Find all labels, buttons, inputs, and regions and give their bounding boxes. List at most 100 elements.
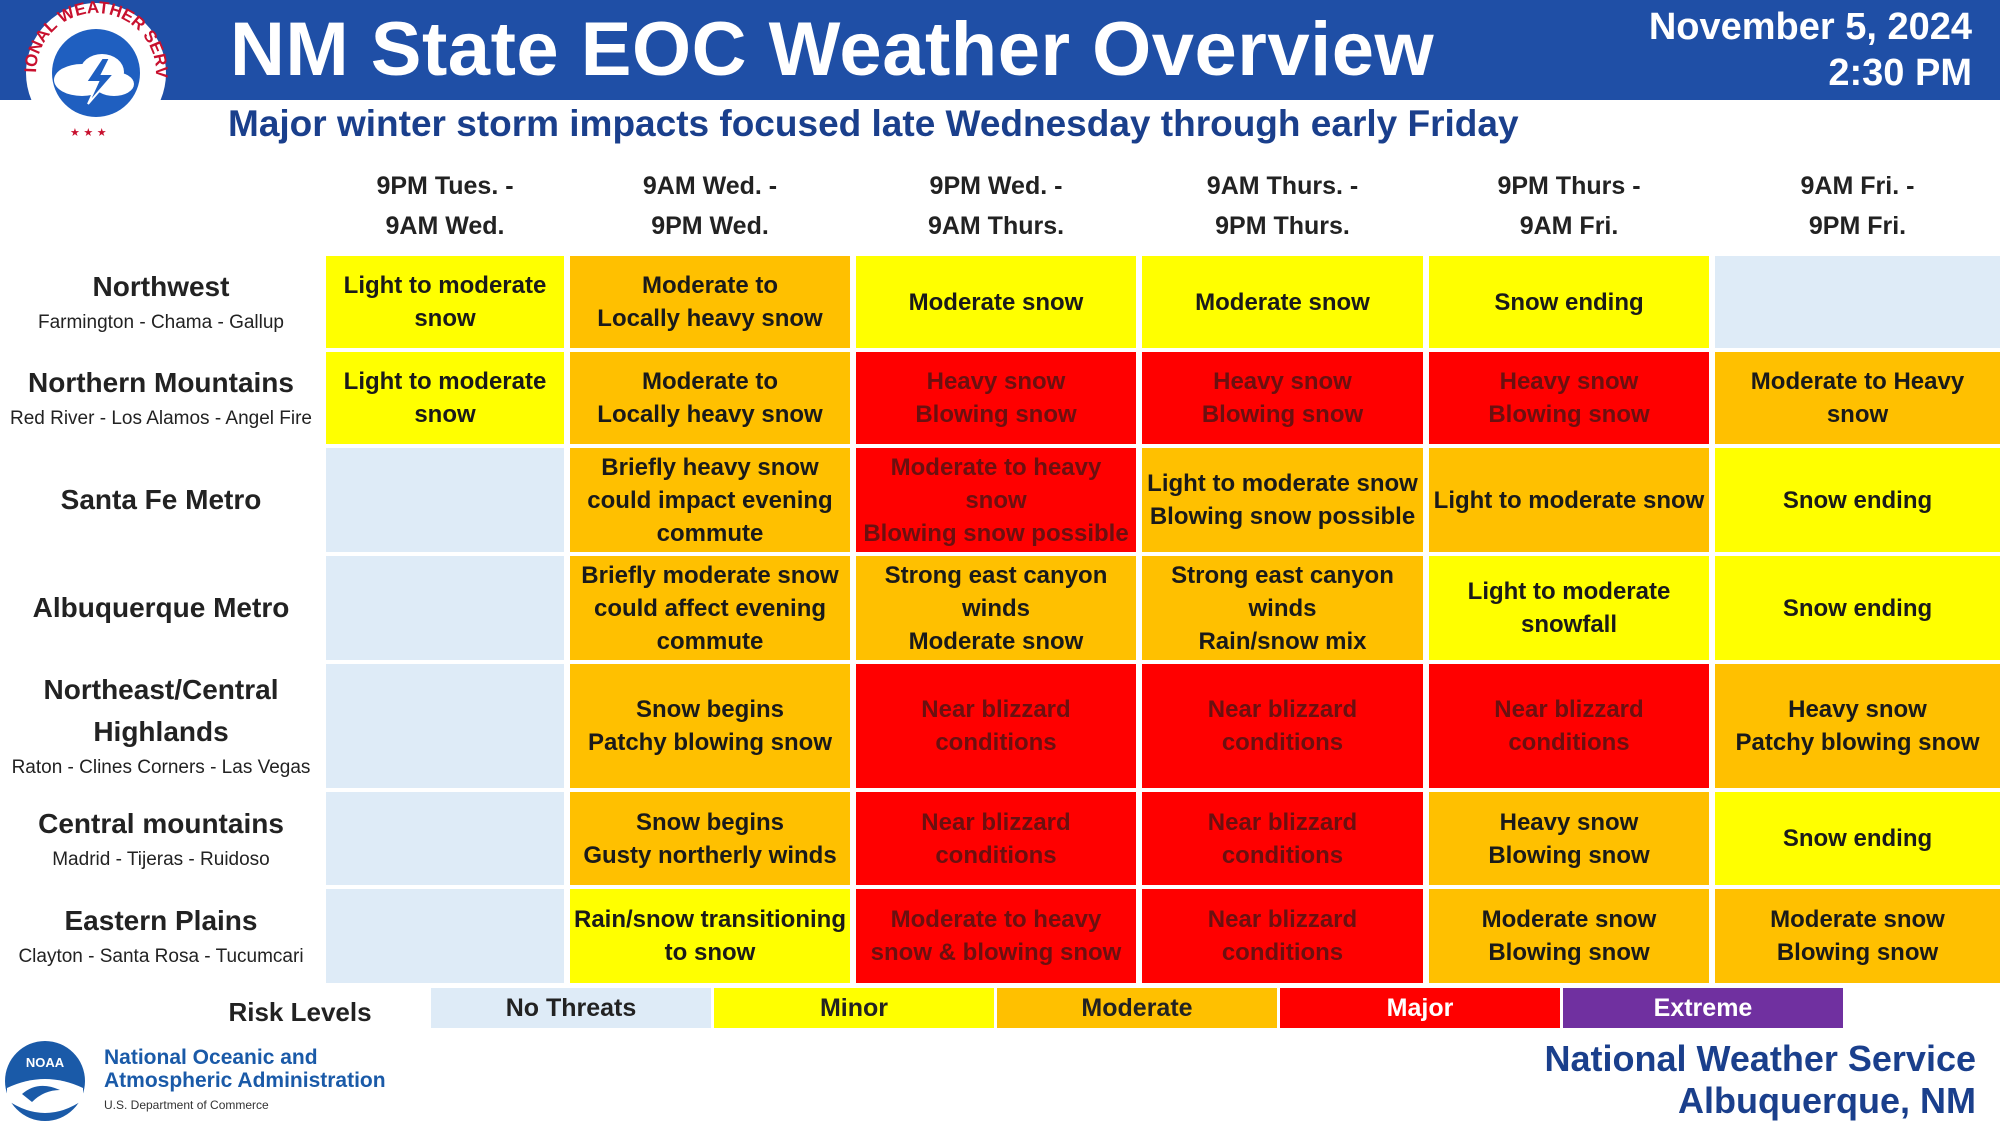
region-name: Albuquerque Metro <box>32 592 290 623</box>
impact-cell: Briefly moderate snow could affect eveni… <box>570 556 850 660</box>
impact-cell: Snow begins Gusty northerly winds <box>570 792 850 885</box>
column-header-line: 9PM Wed. <box>651 212 769 240</box>
impact-cell: Briefly heavy snow could impact evening … <box>570 448 850 552</box>
impact-text: Briefly moderate snow could affect eveni… <box>581 561 839 655</box>
region-header: Northern Mountains Red River - Los Alamos… <box>0 352 322 444</box>
column-header-line: 9AM Fri. - <box>1800 172 1915 200</box>
impact-text: Moderate snow <box>908 288 1084 316</box>
impact-text: Light to moderate snow <box>343 272 547 332</box>
impact-text: Near blizzard conditions <box>921 696 1071 756</box>
impact-text: Near blizzard conditions <box>1207 906 1358 966</box>
column-header-line: 9AM Thurs. <box>927 212 1065 240</box>
impact-cell: Light to moderate snowfall <box>1429 556 1709 660</box>
region-header: Central mountains Madrid - Tijeras - Ruid… <box>0 792 322 885</box>
impact-text: Moderate snow Blowing snow <box>1770 906 1945 966</box>
impact-text: Heavy snow Patchy blowing snow <box>1735 696 1980 756</box>
impact-cell: Strong east canyon winds Rain/snow mix <box>1142 556 1423 660</box>
column-header-line: 9AM Wed. - <box>642 172 778 200</box>
impact-cell <box>326 448 564 552</box>
region-name: Central mountains <box>38 807 284 839</box>
region-header: Santa Fe Metro <box>0 448 322 552</box>
impact-cell: Moderate snow Blowing snow <box>1715 889 2000 983</box>
impact-text: Heavy snow Blowing snow <box>915 368 1077 428</box>
region-header: Eastern Plains Clayton - Santa Rosa - Tuc… <box>0 889 322 983</box>
column-header: 9PM Thurs - 9AM Fri. <box>1429 160 1709 252</box>
impact-cell: Moderate snow <box>856 256 1136 348</box>
legend-item: Moderate <box>997 988 1277 1028</box>
column-header: 9AM Fri. - 9PM Fri. <box>1715 160 2000 252</box>
impact-text: Light to moderate snow Blowing snow poss… <box>1147 470 1418 530</box>
impact-text: Rain/snow transitioning to snow <box>573 906 846 966</box>
impact-text: Light to moderate snow <box>1433 486 1705 514</box>
impact-text: Moderate to Locally heavy snow <box>597 272 823 332</box>
impact-cell: Heavy snow Blowing snow <box>856 352 1136 444</box>
header-banner <box>0 0 2000 100</box>
region-header: Northeast/Central Highlands Raton - Cline… <box>0 664 322 788</box>
region-towns: Madrid - Tijeras - Ruidoso <box>52 848 270 870</box>
region-name: Northern Mountains <box>28 367 294 398</box>
impact-text: Light to moderate snowfall <box>1467 578 1671 638</box>
impact-text: Moderate to heavy snow & blowing snow <box>870 906 1122 966</box>
impact-cell: Heavy snow Blowing snow <box>1429 792 1709 885</box>
impact-cell: Moderate to heavy snow & blowing snow <box>856 889 1136 983</box>
noaa-name: National Oceanic and Atmospheric Adminis… <box>104 1046 386 1092</box>
impact-cell: Snow ending <box>1715 792 2000 885</box>
nws-logo-icon: NATIONAL WEATHER SERVICE ★ ★ ★ <box>10 0 171 143</box>
legend-item: Major <box>1280 988 1560 1028</box>
impact-cell: Rain/snow transitioning to snow <box>570 889 850 983</box>
region-towns: Red River - Los Alamos - Angel Fire <box>9 408 312 429</box>
impact-text: Briefly heavy snow could impact evening … <box>587 453 833 547</box>
impact-cell: Moderate snow Blowing snow <box>1429 889 1709 983</box>
legend-item: Extreme <box>1563 988 1843 1028</box>
page-subtitle: Major winter storm impacts focused late … <box>228 103 1519 144</box>
impact-text: Near blizzard conditions <box>1207 696 1358 756</box>
noaa-department: U.S. Department of Commerce <box>104 1098 269 1112</box>
impact-cell: Moderate snow <box>1142 256 1423 348</box>
impact-cell: Heavy snow Patchy blowing snow <box>1715 664 2000 788</box>
region-towns: Farmington - Chama - Gallup <box>37 312 285 333</box>
impact-text: Heavy snow Blowing snow <box>1201 368 1364 428</box>
impact-cell: Snow ending <box>1715 448 2000 552</box>
legend-item: No Threats <box>431 988 711 1028</box>
impact-text: Moderate snow <box>1195 288 1370 316</box>
issued-time: 2:30 PM <box>1828 52 1972 94</box>
impact-cell: Snow ending <box>1715 556 2000 660</box>
region-name: Northeast/Central Highlands <box>43 674 279 747</box>
impact-cell: Moderate to Heavy snow <box>1715 352 2000 444</box>
column-header-line: 9PM Fri. <box>1808 212 1907 240</box>
impact-cell: Snow begins Patchy blowing snow <box>570 664 850 788</box>
impact-cell: Near blizzard conditions <box>1142 664 1423 788</box>
impact-cell: Snow ending <box>1429 256 1709 348</box>
impact-cell: Near blizzard conditions <box>856 792 1136 885</box>
region-towns: Raton - Clines Corners - Las Vegas <box>11 757 311 778</box>
column-header-line: 9AM Wed. <box>385 212 505 240</box>
impact-text: Near blizzard conditions <box>1494 696 1644 756</box>
impact-text: Near blizzard conditions <box>921 808 1071 869</box>
impact-text: Heavy snow Blowing snow <box>1488 368 1650 428</box>
nws-office-line-1: National Weather Service <box>1544 1038 1976 1079</box>
column-header-line: 9PM Tues. - <box>376 172 514 200</box>
legend-item: Minor <box>714 988 994 1028</box>
impact-cell: Near blizzard conditions <box>1429 664 1709 788</box>
impact-text: Moderate snow Blowing snow <box>1481 906 1657 966</box>
impact-text: Moderate to Locally heavy snow <box>597 368 823 428</box>
svg-text:NOAA: NOAA <box>26 1055 65 1070</box>
column-header: 9AM Thurs. - 9PM Thurs. <box>1142 160 1423 252</box>
impact-cell: Heavy snow Blowing snow <box>1429 352 1709 444</box>
column-header-line: 9AM Thurs. - <box>1206 172 1359 200</box>
impact-text: Snow ending <box>1782 825 1933 852</box>
impact-cell <box>326 889 564 983</box>
impact-cell: Strong east canyon winds Moderate snow <box>856 556 1136 660</box>
impact-cell <box>326 792 564 885</box>
impact-text: Snow begins Patchy blowing snow <box>587 696 833 756</box>
column-header-line: 9PM Wed. - <box>929 172 1063 200</box>
impact-text: Light to moderate snow <box>343 368 547 428</box>
impact-cell <box>326 664 564 788</box>
column-header: 9PM Tues. - 9AM Wed. <box>326 160 564 252</box>
impact-cell: Heavy snow Blowing snow <box>1142 352 1423 444</box>
impact-text: Snow ending <box>1782 486 1933 514</box>
region-towns: Clayton - Santa Rosa - Tucumcari <box>18 946 304 967</box>
impact-cell: Moderate to heavy snow Blowing snow poss… <box>856 448 1136 552</box>
impact-text: Heavy snow Blowing snow <box>1488 808 1650 869</box>
issued-date: November 5, 2024 <box>1648 6 1972 48</box>
